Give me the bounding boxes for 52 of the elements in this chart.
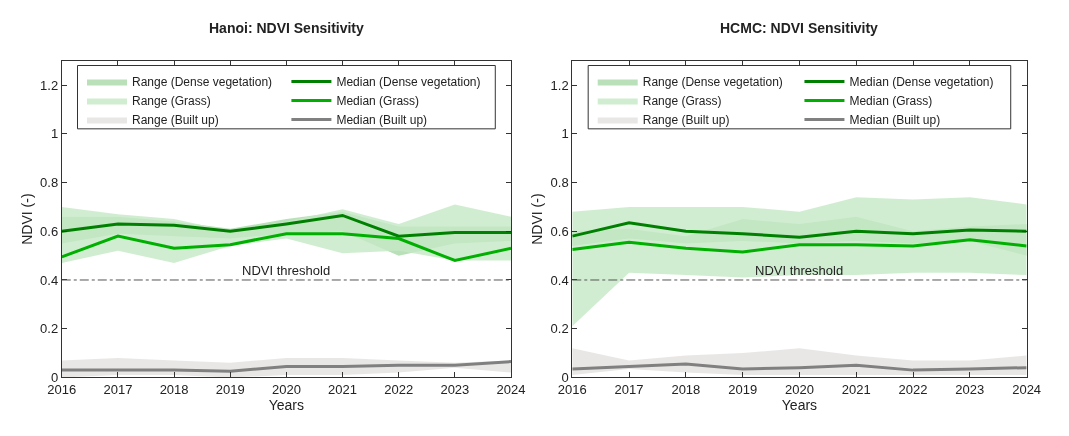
chart-title: Hanoi: NDVI Sensitivity — [209, 20, 365, 36]
y-tick-label: 0.2 — [550, 321, 569, 337]
y-tick-label: 0.6 — [550, 223, 569, 239]
x-tick-label: 2022 — [384, 382, 414, 398]
chart-title: HCMC: NDVI Sensitivity — [720, 20, 879, 36]
y-axis-title: NDVI (-) — [529, 193, 546, 245]
legend-label: Range (Dense vegetation) — [131, 75, 273, 90]
x-tick-label: 2023 — [955, 382, 985, 398]
y-tick-label: 0.8 — [40, 175, 59, 191]
y-tick-label: 1.2 — [40, 77, 59, 93]
legend-label: Median (Built up) — [336, 113, 428, 128]
legend-label: Median (Dense vegetation) — [849, 75, 994, 90]
y-tick-label: 1 — [50, 126, 59, 142]
x-tick-label: 2020 — [271, 382, 301, 398]
y-tick-label: 1.2 — [550, 77, 569, 93]
y-tick-label: 0.8 — [550, 175, 569, 191]
legend-label: Median (Dense vegetation) — [336, 75, 481, 90]
y-tick-label: 0 — [561, 369, 569, 385]
x-tick-label: 2019 — [215, 382, 245, 398]
x-tick-label: 2023 — [440, 382, 470, 398]
x-tick-label: 2024 — [496, 382, 526, 398]
legend-label: Median (Grass) — [336, 94, 420, 109]
x-tick-label: 2016 — [557, 382, 587, 398]
x-axis-title: Years — [781, 397, 818, 414]
x-tick-label: 2021 — [841, 382, 871, 398]
x-tick-label: 2020 — [784, 382, 814, 398]
y-tick-label: 0.4 — [40, 272, 59, 288]
y-tick-label: 1 — [561, 126, 569, 142]
x-tick-label: 2021 — [328, 382, 358, 398]
y-tick-label: 0.6 — [40, 223, 59, 239]
y-tick-label: 0.4 — [550, 272, 569, 288]
x-tick-label: 2017 — [614, 382, 644, 398]
x-axis-title: Years — [268, 397, 305, 414]
legend-label: Median (Built up) — [849, 113, 941, 128]
legend-label: Range (Built up) — [642, 113, 730, 128]
x-tick-label: 2016 — [47, 382, 77, 398]
x-tick-label: 2018 — [671, 382, 701, 398]
ref-line-label: NDVI threshold — [242, 263, 331, 278]
x-tick-label: 2018 — [159, 382, 189, 398]
y-tick-label: 0 — [50, 369, 59, 385]
legend-label: Range (Built up) — [131, 113, 219, 128]
x-tick-label: 2024 — [1012, 382, 1042, 398]
legend-label: Range (Dense vegetation) — [642, 75, 783, 90]
legend-label: Median (Grass) — [849, 94, 933, 109]
x-tick-label: 2019 — [728, 382, 758, 398]
ref-line-label: NDVI threshold — [755, 263, 844, 278]
legend-label: Range (Grass) — [131, 94, 211, 109]
x-tick-label: 2022 — [898, 382, 928, 398]
x-tick-label: 2017 — [103, 382, 133, 398]
y-axis-title: NDVI (-) — [18, 193, 35, 245]
y-tick-label: 0.2 — [40, 321, 59, 337]
legend-label: Range (Grass) — [642, 94, 722, 109]
